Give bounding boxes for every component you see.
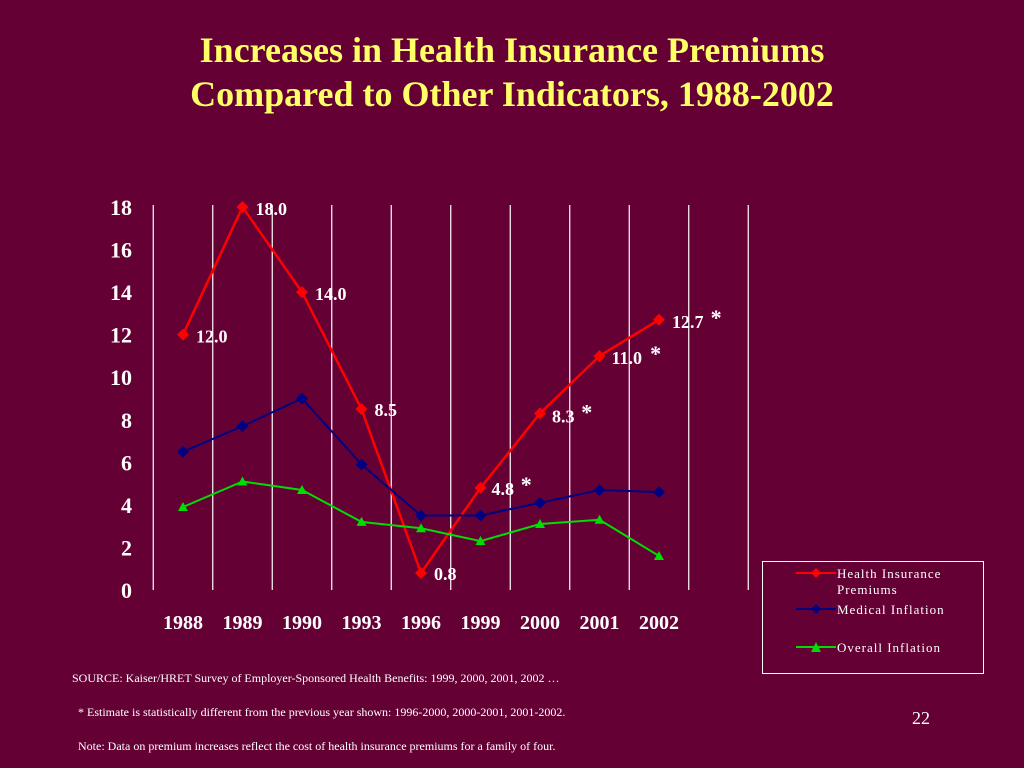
significance-star: * [521,472,532,497]
estimate-note: * Estimate is statistically different fr… [78,705,566,719]
y-tick-label: 6 [121,450,132,475]
legend-triangle-green-icon [811,642,821,652]
y-tick-label: 10 [110,365,132,390]
y-tick-label: 0 [121,578,132,603]
y-tick-label: 4 [121,493,132,518]
y-tick-label: 2 [121,535,132,560]
data-point-medical-inflation [474,509,487,522]
data-point-medical-inflation [415,509,427,522]
y-tick-label: 16 [110,238,132,263]
source-note: SOURCE: Kaiser/HRET Survey of Employer-S… [72,671,560,685]
data-label-premiums: 12.7 [672,312,704,332]
significance-star: * [581,399,592,424]
significance-star: * [711,305,722,330]
data-label-premiums: 0.8 [434,564,457,584]
x-tick-label: 2002 [639,612,679,634]
x-tick-label: 1990 [282,612,322,634]
data-point-medical-inflation [296,392,308,405]
data-point-health-insurance-premiums [177,328,189,341]
x-tick-label: 2001 [580,612,620,634]
x-tick-label: 1988 [163,612,203,634]
title-line-1: Increases in Health Insurance Premiums [199,30,825,70]
significance-star: * [650,341,661,366]
data-point-health-insurance-premiums [474,481,487,494]
chart-legend: Health Insurance Premiums Medical Inflat… [762,561,984,674]
legend-label-premiums: Health Insurance Premiums [837,566,942,597]
legend-diamond-navy-icon [811,604,821,614]
data-point-health-insurance-premiums [593,349,606,362]
data-point-medical-inflation [177,445,189,458]
data-label-premiums: 4.8 [492,479,515,499]
legend-label-medical: Medical Inflation [837,602,945,617]
data-label-premiums: 8.3 [552,406,575,426]
data-point-medical-inflation [653,486,665,499]
y-tick-label: 12 [110,323,132,348]
data-point-overall-inflation [594,514,605,524]
x-tick-label: 1989 [223,612,263,634]
data-label-premiums: 18.0 [256,199,288,219]
x-tick-label: 1999 [461,612,501,634]
x-tick-label: 1993 [342,612,382,634]
data-point-health-insurance-premiums [296,286,308,299]
page-number: 22 [912,708,930,728]
data-point-medical-inflation [355,458,368,471]
y-tick-label: 14 [110,280,132,305]
legend-label-overall: Overall Inflation [837,640,941,655]
data-point-overall-inflation [654,550,664,560]
data-label-premiums: 8.5 [375,400,398,420]
data-point-health-insurance-premiums [355,403,368,416]
y-tick-label: 18 [110,195,132,220]
data-point-medical-inflation [593,483,606,496]
data-label-premiums: 12.0 [196,327,228,347]
data-point-overall-inflation [356,516,367,526]
chart-title: Increases in Health Insurance Premiums C… [0,28,1024,116]
data-point-health-insurance-premiums [415,566,427,579]
data-point-overall-inflation [237,476,248,486]
data-label-premiums: 14.0 [315,284,347,304]
data-point-overall-inflation [475,536,486,546]
data-point-medical-inflation [534,496,546,509]
data-point-overall-inflation [416,523,426,533]
data-point-medical-inflation [236,420,249,433]
data-point-health-insurance-premiums [653,313,665,326]
data-label-premiums: 11.0 [612,348,643,368]
data-point-health-insurance-premiums [236,201,249,213]
x-tick-label: 1996 [401,612,441,634]
title-line-2: Compared to Other Indicators, 1988-2002 [190,74,834,114]
data-point-health-insurance-premiums [534,407,546,420]
data-point-overall-inflation [535,519,545,529]
premium-note: Note: Data on premium increases reflect … [78,739,556,753]
legend-diamond-red-icon [811,568,821,578]
y-tick-label: 8 [121,408,132,433]
data-point-overall-inflation [178,502,188,512]
data-point-overall-inflation [297,484,307,494]
x-tick-label: 2000 [520,612,560,634]
